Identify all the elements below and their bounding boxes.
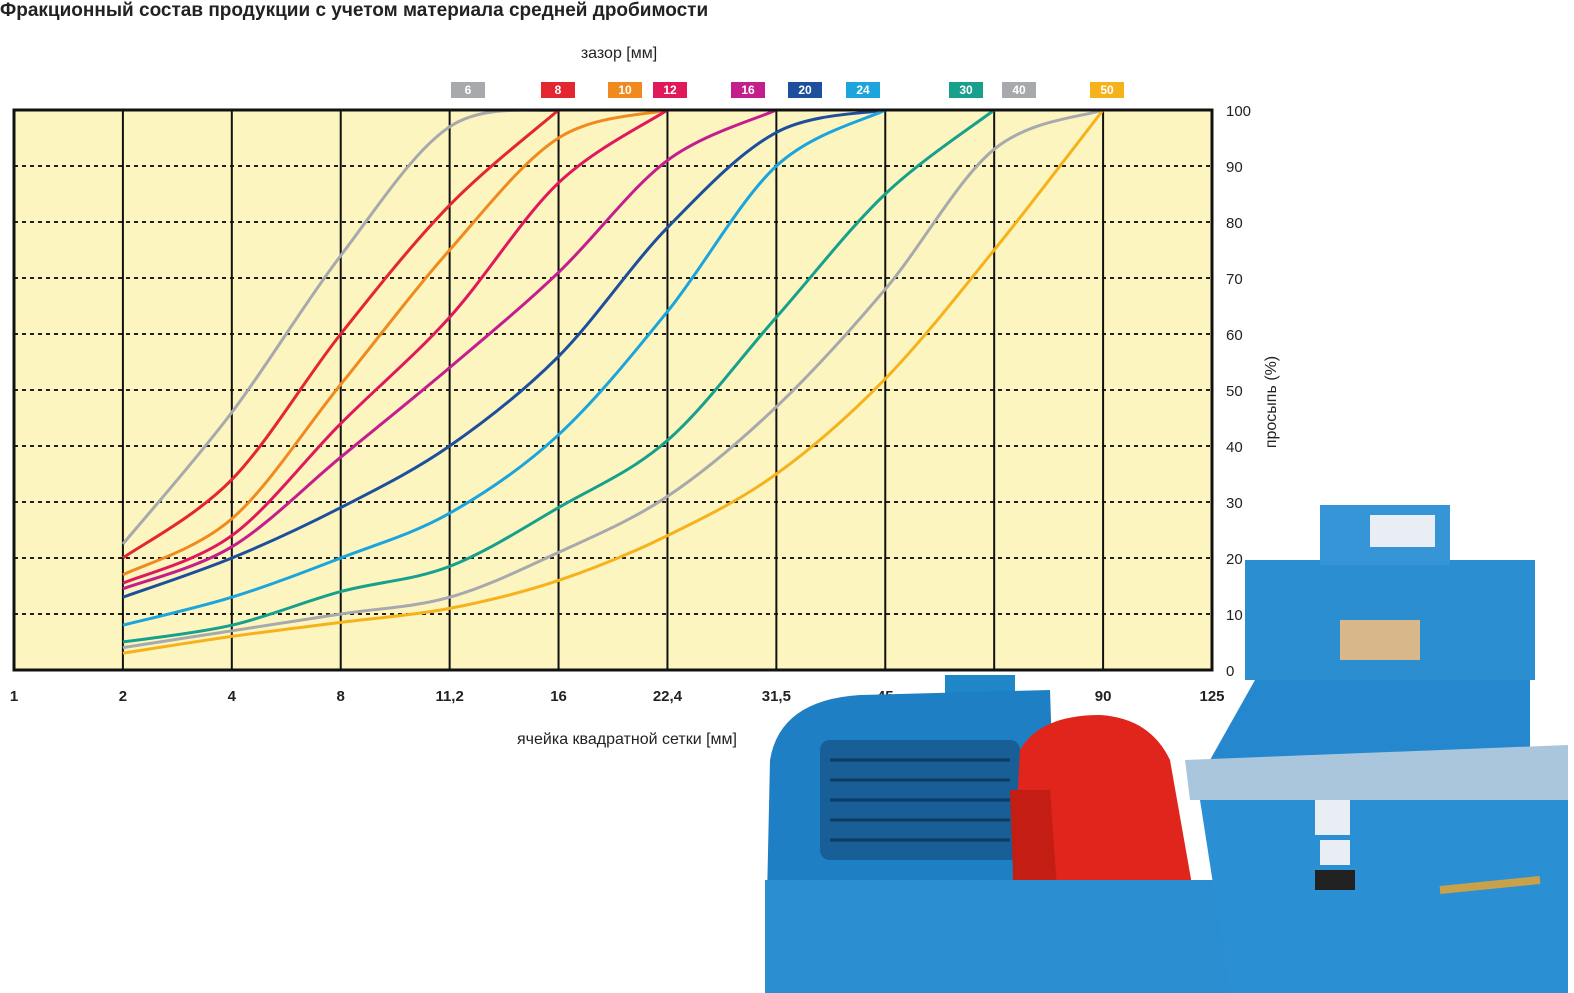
legend-swatch bbox=[788, 82, 822, 98]
legend-swatch bbox=[731, 82, 765, 98]
legend-label: 16 bbox=[741, 83, 755, 97]
y-tick-label: 80 bbox=[1226, 215, 1243, 232]
legend-swatch bbox=[608, 82, 642, 98]
y-tick-label: 30 bbox=[1226, 495, 1243, 512]
legend-label: 50 bbox=[1100, 83, 1114, 97]
y-tick-label: 50 bbox=[1226, 383, 1243, 400]
series-line bbox=[122, 108, 560, 560]
legend-label: 20 bbox=[798, 83, 812, 97]
x-tick-label: 90 bbox=[1095, 688, 1112, 705]
y-tick-label: 60 bbox=[1226, 327, 1243, 344]
y-tick-label: 0 bbox=[1226, 663, 1234, 680]
x-tick-label: 31,5 bbox=[762, 688, 791, 705]
legend-label: 30 bbox=[959, 83, 973, 97]
legend-label: 8 bbox=[555, 83, 562, 97]
x-axis-title: ячейка квадратной сетки [мм] bbox=[517, 731, 737, 748]
x-tick-label: 8 bbox=[337, 688, 345, 705]
x-tick-label: 2 bbox=[119, 688, 127, 705]
x-tick-label: 16 bbox=[550, 688, 567, 705]
plot-border bbox=[12, 108, 1214, 672]
legend: 6 8 10 12 16 20 24 30 40 50 bbox=[451, 82, 1124, 98]
x-tick-label: 1 bbox=[10, 688, 18, 705]
legend-swatch bbox=[451, 82, 485, 98]
plot-area bbox=[14, 110, 1212, 670]
y-tick-label: 40 bbox=[1226, 439, 1243, 456]
series-line bbox=[122, 108, 996, 644]
legend-label: 24 bbox=[856, 83, 870, 97]
x-tick-label: 22,4 bbox=[653, 688, 683, 705]
crusher-photo bbox=[765, 505, 1568, 993]
series-line bbox=[122, 108, 886, 627]
lines bbox=[121, 108, 1105, 655]
legend-title: зазор [мм] bbox=[581, 45, 657, 62]
x-tick-label: 125 bbox=[1199, 688, 1224, 705]
y-tick-label: 100 bbox=[1226, 103, 1251, 120]
y-tick-label: 70 bbox=[1226, 271, 1243, 288]
legend-swatch bbox=[1002, 82, 1036, 98]
legend-label: 12 bbox=[663, 83, 677, 97]
legend-label: 40 bbox=[1012, 83, 1026, 97]
legend-swatch bbox=[846, 82, 880, 98]
legend-label: 6 bbox=[465, 83, 472, 97]
series-line bbox=[121, 108, 559, 545]
chart-title: Фракционный состав продукции с учетом ма… bbox=[0, 0, 708, 21]
series-line bbox=[122, 108, 669, 585]
legend-label: 10 bbox=[618, 83, 632, 97]
legend-swatch bbox=[653, 82, 687, 98]
y-tick-label: 10 bbox=[1226, 607, 1243, 624]
series-line bbox=[122, 108, 1104, 650]
y-tick-label: 90 bbox=[1226, 159, 1243, 176]
legend-swatch bbox=[1090, 82, 1124, 98]
x-tick-label: 11,2 bbox=[435, 688, 463, 705]
series-line bbox=[122, 109, 1105, 655]
legend-swatch bbox=[949, 82, 983, 98]
y-tick-label: 20 bbox=[1226, 551, 1243, 568]
x-tick-label: 4 bbox=[228, 688, 237, 705]
series-line bbox=[122, 108, 668, 577]
legend-swatch bbox=[541, 82, 575, 98]
series-line bbox=[122, 108, 886, 599]
y-axis-title: просыпь (%) bbox=[1263, 356, 1280, 448]
series-line bbox=[122, 108, 777, 591]
grid bbox=[13, 109, 1213, 671]
